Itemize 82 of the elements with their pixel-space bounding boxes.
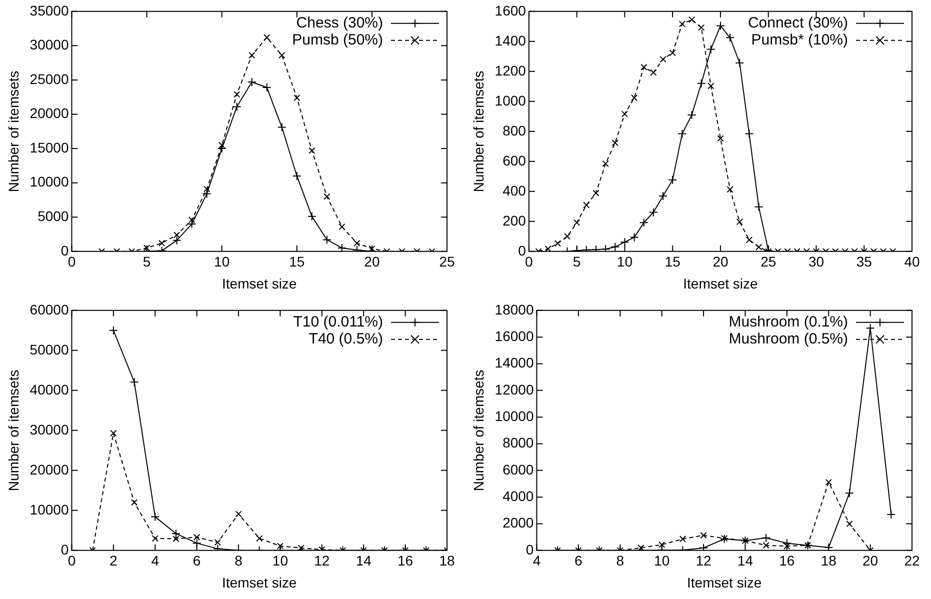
y-tick-label: 35000 [30, 2, 69, 18]
y-tick-label: 15000 [30, 139, 69, 156]
x-tick-label: 25 [760, 254, 776, 270]
x-axis-title: Itemset size [222, 275, 297, 292]
y-tick-label: 40000 [30, 381, 69, 398]
y-tick-label: 2000 [502, 514, 534, 531]
y-tick-label: 20000 [30, 461, 69, 478]
y-tick-label: 25000 [30, 70, 69, 87]
y-tick-label: 400 [502, 182, 526, 198]
x-tick-label: 20 [364, 254, 380, 270]
x-tick-label: 2 [110, 552, 118, 569]
legend-label: Connect (30%) [748, 14, 848, 32]
y-tick-label: 1200 [494, 62, 526, 78]
x-tick-label: 40 [904, 254, 920, 270]
y-tick-label: 200 [502, 212, 526, 228]
y-axis-title: Number of itemsets [470, 70, 486, 192]
legend-label: Mushroom (0.5%) [728, 330, 848, 348]
x-tick-label: 10 [272, 552, 288, 569]
y-tick-label: 0 [60, 541, 69, 558]
y-tick-label: 8000 [502, 434, 534, 451]
x-tick-label: 30 [808, 254, 824, 270]
x-tick-label: 22 [904, 552, 920, 569]
x-tick-label: 18 [820, 552, 837, 569]
y-tick-label: 0 [518, 242, 526, 258]
x-tick-label: 5 [142, 254, 151, 270]
y-tick-label: 30000 [30, 36, 69, 53]
x-tick-label: 4 [532, 552, 541, 569]
legend-label: T40 (0.5%) [308, 330, 383, 348]
y-tick-label: 0 [526, 541, 534, 558]
x-tick-label: 16 [779, 552, 795, 569]
y-tick-label: 5000 [38, 208, 69, 224]
x-tick-label: 15 [664, 254, 681, 270]
x-tick-label: 10 [616, 254, 633, 270]
y-tick-label: 1400 [494, 32, 526, 48]
x-tick-label: 16 [398, 552, 414, 569]
x-axis-title: Itemset size [687, 574, 762, 590]
y-tick-label: 60000 [30, 301, 69, 318]
x-tick-label: 10 [214, 254, 230, 270]
y-tick-label: 12000 [494, 381, 534, 398]
y-tick-label: 10000 [30, 174, 69, 190]
x-tick-label: 14 [356, 552, 372, 569]
x-tick-label: 18 [439, 552, 455, 569]
y-tick-label: 30000 [30, 421, 69, 438]
legend-label: T10 (0.011%) [293, 314, 384, 331]
x-axis-title: Itemset size [222, 574, 297, 590]
x-tick-label: 5 [572, 254, 581, 270]
y-tick-label: 1000 [494, 92, 526, 108]
x-tick-label: 35 [856, 254, 872, 270]
x-tick-label: 6 [192, 552, 201, 569]
x-tick-label: 8 [616, 552, 624, 569]
legend-label: Mushroom (0.1%) [728, 314, 848, 331]
y-tick-label: 10000 [494, 408, 534, 424]
y-tick-label: 6000 [502, 461, 534, 478]
x-tick-label: 20 [862, 552, 878, 569]
legend-label: Pumsb (50%) [292, 32, 383, 49]
y-tick-label: 18000 [494, 301, 534, 318]
x-axis-title: Itemset size [683, 275, 758, 292]
y-tick-label: 1600 [494, 2, 526, 18]
x-tick-label: 15 [289, 254, 305, 270]
y-tick-label: 0 [60, 242, 69, 258]
y-tick-label: 50000 [30, 341, 69, 358]
legend-label: Chess (30%) [296, 14, 383, 32]
x-tick-label: 10 [654, 552, 670, 569]
legend-label: Pumsb* (10%) [751, 32, 848, 49]
x-tick-label: 14 [737, 552, 754, 569]
x-tick-label: 4 [151, 552, 160, 569]
y-tick-label: 16000 [494, 328, 534, 344]
x-tick-label: 20 [712, 254, 728, 270]
x-tick-label: 8 [234, 552, 243, 569]
x-tick-label: 12 [696, 552, 712, 569]
x-tick-label: 6 [574, 552, 583, 569]
y-tick-label: 600 [502, 152, 526, 168]
y-tick-label: 20000 [30, 105, 69, 122]
y-tick-label: 14000 [494, 354, 534, 371]
x-tick-label: 25 [439, 254, 455, 270]
y-axis-title: Number of itemsets [5, 70, 22, 192]
y-tick-label: 10000 [30, 501, 69, 518]
y-tick-label: 4000 [502, 488, 534, 504]
y-axis-title: Number of itemsets [470, 370, 486, 492]
x-tick-label: 12 [314, 552, 330, 569]
y-tick-label: 800 [502, 122, 526, 138]
y-axis-title: Number of itemsets [5, 370, 22, 492]
